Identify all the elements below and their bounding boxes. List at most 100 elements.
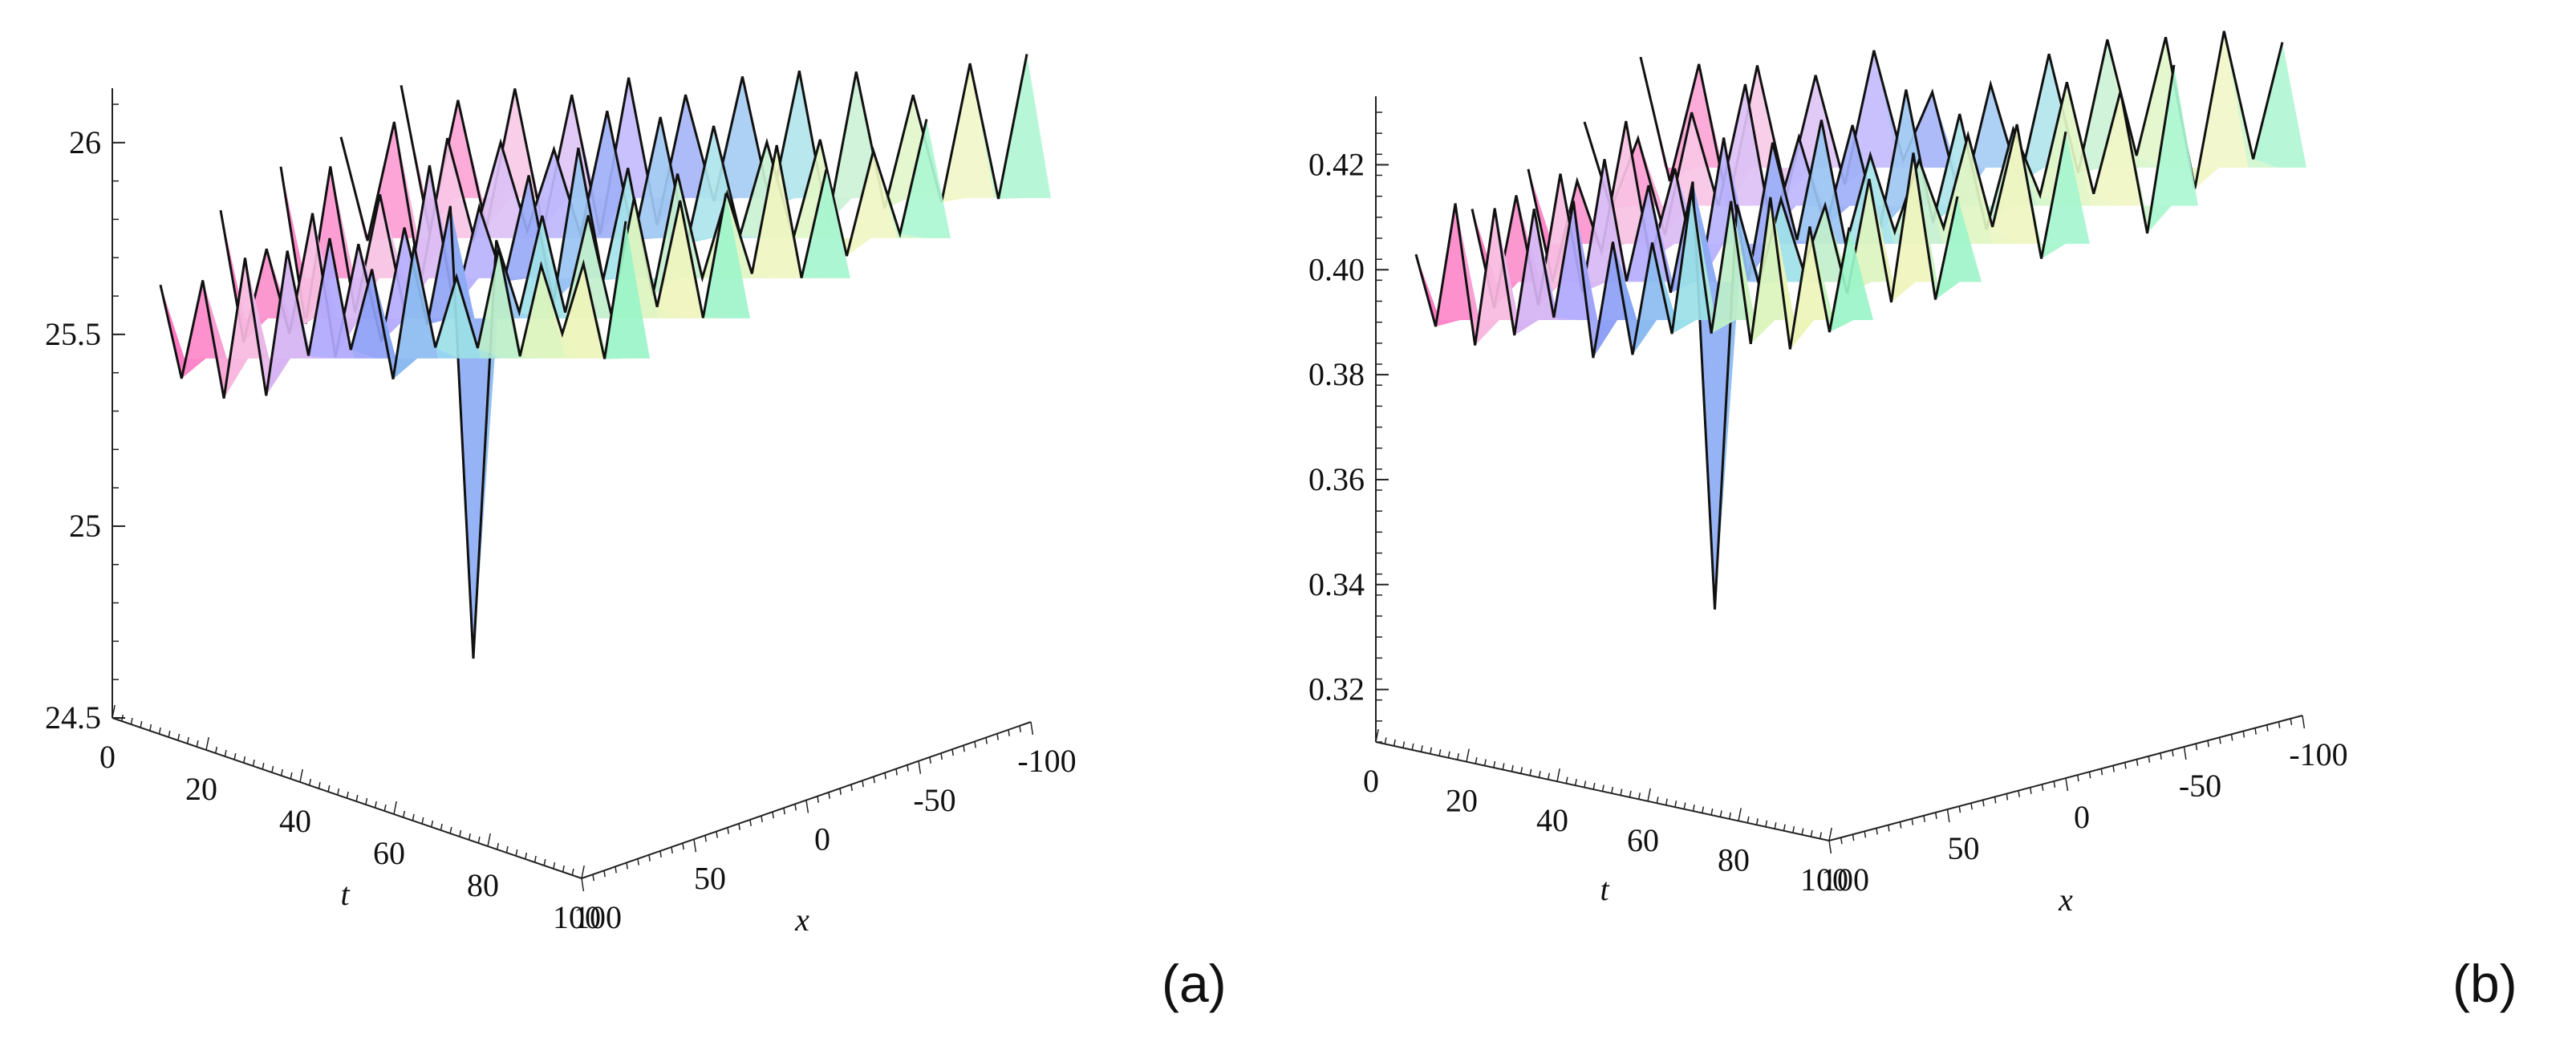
surface-facet xyxy=(657,201,704,318)
surface-facet xyxy=(941,63,995,203)
surface-facet xyxy=(1797,120,1846,244)
x-tick xyxy=(929,756,931,764)
t-tick xyxy=(1547,772,1551,780)
surface-facet xyxy=(224,257,270,399)
t-tick xyxy=(1438,749,1442,756)
z-tick-label: 0.42 xyxy=(1308,146,1365,182)
t-tick xyxy=(383,804,387,812)
t-tick xyxy=(120,714,124,722)
z-tick-label: 25 xyxy=(69,508,101,544)
t-tick xyxy=(1647,788,1651,801)
surface-facet xyxy=(2194,30,2249,189)
x-tick xyxy=(1935,812,1937,820)
t-tick xyxy=(224,749,227,757)
t-tick xyxy=(1601,784,1604,792)
surface-ridge-line xyxy=(159,221,627,399)
surface-facet xyxy=(1730,201,1775,344)
x-tick xyxy=(1946,809,1950,823)
t-tick xyxy=(1565,776,1568,784)
t-tick-label: 0 xyxy=(99,739,116,775)
t-tick xyxy=(402,810,406,818)
t-tick xyxy=(1511,764,1514,772)
x-tick-label: -50 xyxy=(2179,768,2221,804)
x-tick xyxy=(805,800,809,813)
surface-facet xyxy=(2253,42,2306,168)
t-tick xyxy=(365,797,368,805)
surface-facet xyxy=(1455,203,1499,346)
x-tick xyxy=(817,796,819,803)
x-tick xyxy=(2172,749,2174,757)
surface-ridge-line xyxy=(1527,120,2067,286)
t-tick xyxy=(1384,737,1387,744)
t-tick xyxy=(1692,804,1695,812)
t-tick xyxy=(1483,759,1487,766)
surface-facet xyxy=(752,145,801,278)
t-tick xyxy=(374,801,377,809)
t-tick xyxy=(1774,822,1777,829)
z-tick-label: 0.38 xyxy=(1308,356,1365,392)
t-tick xyxy=(177,733,181,741)
surface-facet xyxy=(1770,197,1815,350)
x-tick xyxy=(985,737,988,744)
t-tick xyxy=(1375,728,1379,743)
t-tick xyxy=(1592,782,1596,790)
surface xyxy=(159,54,1051,659)
t-tick xyxy=(505,845,509,853)
t-tick xyxy=(1665,798,1668,805)
x-tick-label: -100 xyxy=(1017,743,1076,779)
t-tick-label: 40 xyxy=(279,803,311,839)
surface-facet xyxy=(604,221,650,359)
surface-facet xyxy=(1829,227,1873,333)
x-tick xyxy=(2219,737,2221,744)
t-tick xyxy=(1475,756,1478,764)
surface-facet xyxy=(371,269,417,379)
surface-facet xyxy=(520,265,566,359)
t-tick xyxy=(205,736,209,751)
surface-facet xyxy=(1992,124,2042,244)
surface-plot-b-canvas: 0.32 0.34 0.36 0.38 0.40 0.42 0 20 40 60 80 100 t 100… xyxy=(1308,30,2348,918)
surface-facet xyxy=(2147,65,2198,233)
x-tick xyxy=(1970,803,1973,810)
surface-facet xyxy=(1475,208,1519,346)
t-tick xyxy=(271,765,274,773)
t-tick xyxy=(1674,801,1677,808)
t-tick xyxy=(140,720,143,728)
x-tick xyxy=(1828,840,1832,854)
t-tick xyxy=(571,868,574,876)
t-tick xyxy=(1584,780,1587,788)
t-tick xyxy=(318,781,321,789)
surface-facet xyxy=(998,54,1051,199)
t-tick xyxy=(1456,752,1460,760)
t-tick xyxy=(186,736,189,744)
t-tick xyxy=(346,791,349,799)
x-tick xyxy=(828,792,830,799)
t-tick xyxy=(412,813,415,821)
surface-facet xyxy=(1573,201,1617,359)
t-tick-label: 20 xyxy=(1446,783,1478,819)
x-tick xyxy=(2088,772,2091,779)
t-tick xyxy=(1574,778,1577,786)
t-tick xyxy=(214,746,218,754)
surface-facet xyxy=(527,149,578,238)
t-tick xyxy=(1402,741,1406,748)
x-tick xyxy=(783,808,785,815)
x-tick-label: 0 xyxy=(814,821,830,857)
t-tick xyxy=(1538,771,1541,778)
surface-facet xyxy=(2093,91,2145,206)
x-tick xyxy=(1008,729,1010,736)
surface-plot-a-canvas: 24.5 25 25.5 26 0 20 40 60 80 100 t 100 50 0 -50 -100 x xyxy=(45,54,1077,938)
t-tick xyxy=(543,858,546,866)
x-tick xyxy=(2207,740,2209,748)
z-tick-label: 0.32 xyxy=(1308,671,1365,707)
x-tick-label: 100 xyxy=(1821,862,1869,898)
t-tick xyxy=(1819,832,1823,839)
x-tick xyxy=(2160,752,2162,760)
x-tick xyxy=(974,741,976,748)
t-tick xyxy=(431,820,434,828)
x-tick xyxy=(1030,721,1034,736)
surface-ridge-line xyxy=(1414,189,1851,359)
x-tick xyxy=(918,760,922,774)
x-tick-label: 0 xyxy=(2074,799,2090,835)
t-tick xyxy=(533,855,537,863)
x-tick xyxy=(615,866,617,874)
